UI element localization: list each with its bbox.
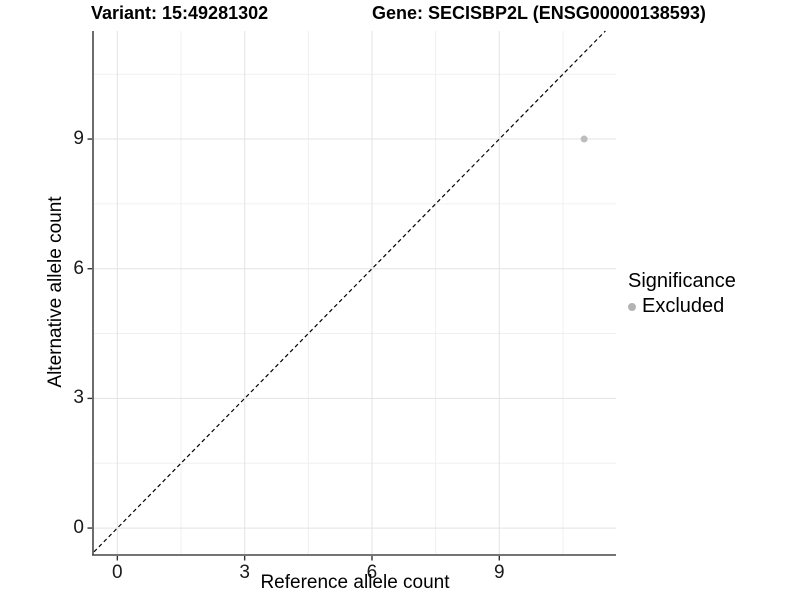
- y-tick-label: 0: [73, 517, 84, 539]
- x-tick-label: 0: [112, 562, 123, 583]
- legend-key-dot-icon: [628, 302, 636, 311]
- plot-title-gene: Gene: SECISBP2L (ENSG00000138593): [372, 3, 706, 23]
- x-tick-label: 9: [493, 562, 505, 583]
- y-tick-label: 3: [73, 387, 84, 409]
- legend-entry-label: Excluded: [642, 295, 725, 317]
- y-tick-label: 9: [73, 128, 84, 150]
- y-tick-label: 6: [73, 257, 84, 279]
- legend-entries: Excluded: [628, 295, 736, 318]
- identity-reference-line: [93, 30, 606, 553]
- x-tick-label: 6: [366, 562, 378, 583]
- legend-title: Significance: [628, 270, 736, 292]
- y-axis-title: Alternative allele count: [45, 196, 66, 388]
- data-point: [580, 135, 588, 143]
- legend-entry: Excluded: [628, 295, 736, 318]
- x-axis-title: Reference allele count: [260, 572, 450, 593]
- x-tick-label: 3: [239, 562, 250, 583]
- legend: Significance Excluded: [628, 270, 736, 318]
- plot-title-variant: Variant: 15:49281302: [91, 3, 269, 23]
